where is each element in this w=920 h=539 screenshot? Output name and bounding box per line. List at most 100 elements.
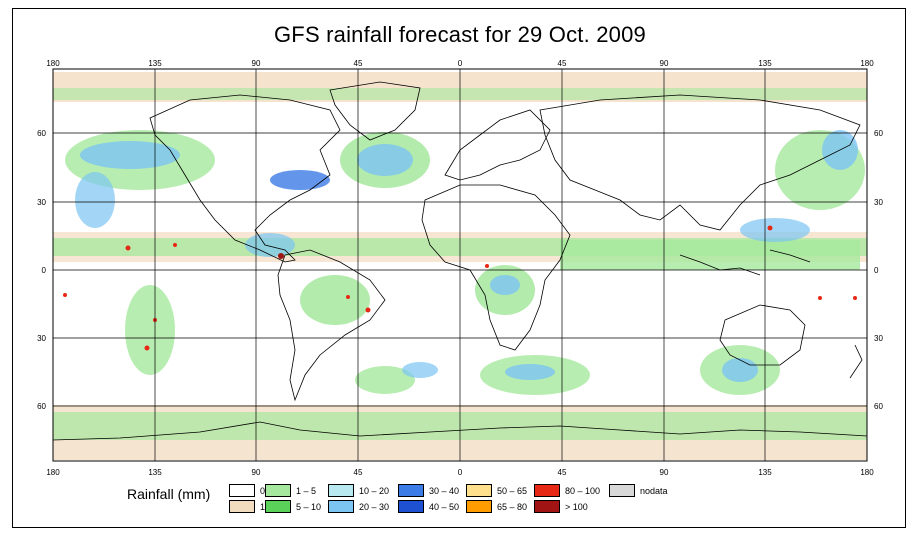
legend-item: 20 – 30 [328, 500, 389, 513]
lat-tick-label: 30 [37, 334, 46, 343]
greenland-outline [329, 81, 421, 141]
heavy-rain-spot [485, 264, 489, 268]
lon-tick-label: 45 [558, 59, 567, 68]
npac-blue-2 [75, 172, 115, 228]
lon-tick-label: 180 [860, 468, 874, 477]
lon-tick-label: 90 [660, 468, 669, 477]
legend-swatch [229, 484, 255, 497]
legend-swatch [328, 484, 354, 497]
legend-label: 20 – 30 [359, 501, 390, 512]
saus-blue [722, 358, 758, 382]
legend-swatch [466, 500, 492, 513]
south-america-outline [277, 249, 386, 402]
legend-swatch [398, 500, 424, 513]
legend-label: 50 – 65 [497, 485, 528, 496]
legend-item: 5 – 10 [265, 500, 321, 513]
legend-item: 1 – 5 [265, 484, 316, 497]
heavy-rain-spot [346, 295, 350, 299]
legend-label: 80 – 100 [565, 485, 601, 496]
heavy-rain-spot [173, 243, 177, 247]
legend-swatch [609, 484, 635, 497]
satl-green [355, 366, 415, 394]
legend-swatch [265, 500, 291, 513]
lon-tick-label: 135 [148, 59, 162, 68]
heavy-rain-spot [125, 245, 131, 251]
lat-tick-label: 0 [874, 266, 879, 275]
congo-blue [490, 275, 520, 295]
legend-swatch [328, 500, 354, 513]
natl-blue [357, 144, 413, 176]
lon-tick-label: 135 [758, 468, 772, 477]
legend-swatch [534, 500, 560, 513]
heavy-rain-spot [853, 296, 857, 300]
spac-green [125, 285, 175, 375]
map-title: GFS rainfall forecast for 29 Oct. 2009 [274, 22, 646, 47]
coastlines [52, 81, 868, 441]
legend-label: 1 – 5 [296, 485, 317, 496]
lon-tick-label: 0 [458, 468, 463, 477]
lon-tick-label: 0 [458, 59, 463, 68]
legend-item: > 100 [534, 500, 588, 513]
lon-tick-label: 90 [252, 59, 261, 68]
typhoon-blue [740, 218, 810, 242]
asia-outline [539, 94, 861, 231]
lat-tick-label: 30 [37, 198, 46, 207]
legend-item: 65 – 80 [466, 500, 527, 513]
legend-item: nodata [609, 484, 668, 497]
graticule [53, 69, 867, 461]
legend-item: 10 – 20 [328, 484, 389, 497]
lat-ticks-left: 60 30 0 30 60 [37, 129, 46, 411]
legend-swatch [229, 500, 255, 513]
legend-swatch [265, 484, 291, 497]
satl-blue [402, 362, 438, 378]
legend-label: 40 – 50 [429, 501, 460, 512]
lon-tick-label: 45 [558, 468, 567, 477]
lat-tick-label: 60 [37, 402, 46, 411]
legend-swatch [466, 484, 492, 497]
central-america-blue [245, 233, 295, 257]
legend-item: 80 – 100 [534, 484, 600, 497]
legend-swatch [398, 484, 424, 497]
legend-item: 30 – 40 [398, 484, 459, 497]
lon-tick-label: 45 [354, 59, 363, 68]
heavy-rain-spot [818, 296, 822, 300]
legend-label: 30 – 40 [429, 485, 460, 496]
legend-swatch [534, 484, 560, 497]
lon-tick-label: 180 [46, 468, 60, 477]
heavy-rain-spot [144, 345, 150, 351]
north-america-outline [149, 94, 341, 263]
legend-label: 65 – 80 [497, 501, 528, 512]
legend-item: 50 – 65 [466, 484, 527, 497]
lon-tick-label: 45 [354, 468, 363, 477]
new-zealand-outline [849, 344, 863, 379]
natl-storm [270, 170, 330, 190]
legend-item: 40 – 50 [398, 500, 459, 513]
sind-blue [505, 364, 555, 380]
heavy-rain-spot [365, 307, 371, 313]
lat-tick-label: 60 [37, 129, 46, 138]
map-border [52, 68, 868, 462]
lon-tick-label: 90 [252, 468, 261, 477]
legend-item: 0 [229, 484, 265, 497]
lon-tick-label: 180 [860, 59, 874, 68]
legend-label: 0 [260, 485, 266, 496]
heavy-rain-spot [767, 225, 773, 231]
amazon-green [300, 275, 370, 325]
europe-outline [444, 109, 551, 181]
legend-label: 10 – 20 [359, 485, 390, 496]
africa-outline [421, 184, 571, 351]
heavy-rain-spot [63, 293, 67, 297]
antarctica-outline [52, 421, 868, 441]
lat-tick-label: 0 [42, 266, 47, 275]
warm-pool-green [560, 240, 860, 270]
lat-tick-label: 60 [874, 402, 883, 411]
legend-item: 1 [229, 500, 265, 513]
lon-tick-label: 135 [148, 468, 162, 477]
heavy-rain-spot [278, 253, 284, 259]
legend-label: > 100 [565, 501, 588, 512]
lon-tick-label: 180 [46, 59, 60, 68]
lon-ticks-top: 180 135 90 45 0 45 90 135 180 [46, 59, 874, 68]
lon-ticks-bottom: 180 135 90 45 0 45 90 135 180 [46, 468, 874, 477]
legend-label: 5 – 10 [296, 501, 322, 512]
